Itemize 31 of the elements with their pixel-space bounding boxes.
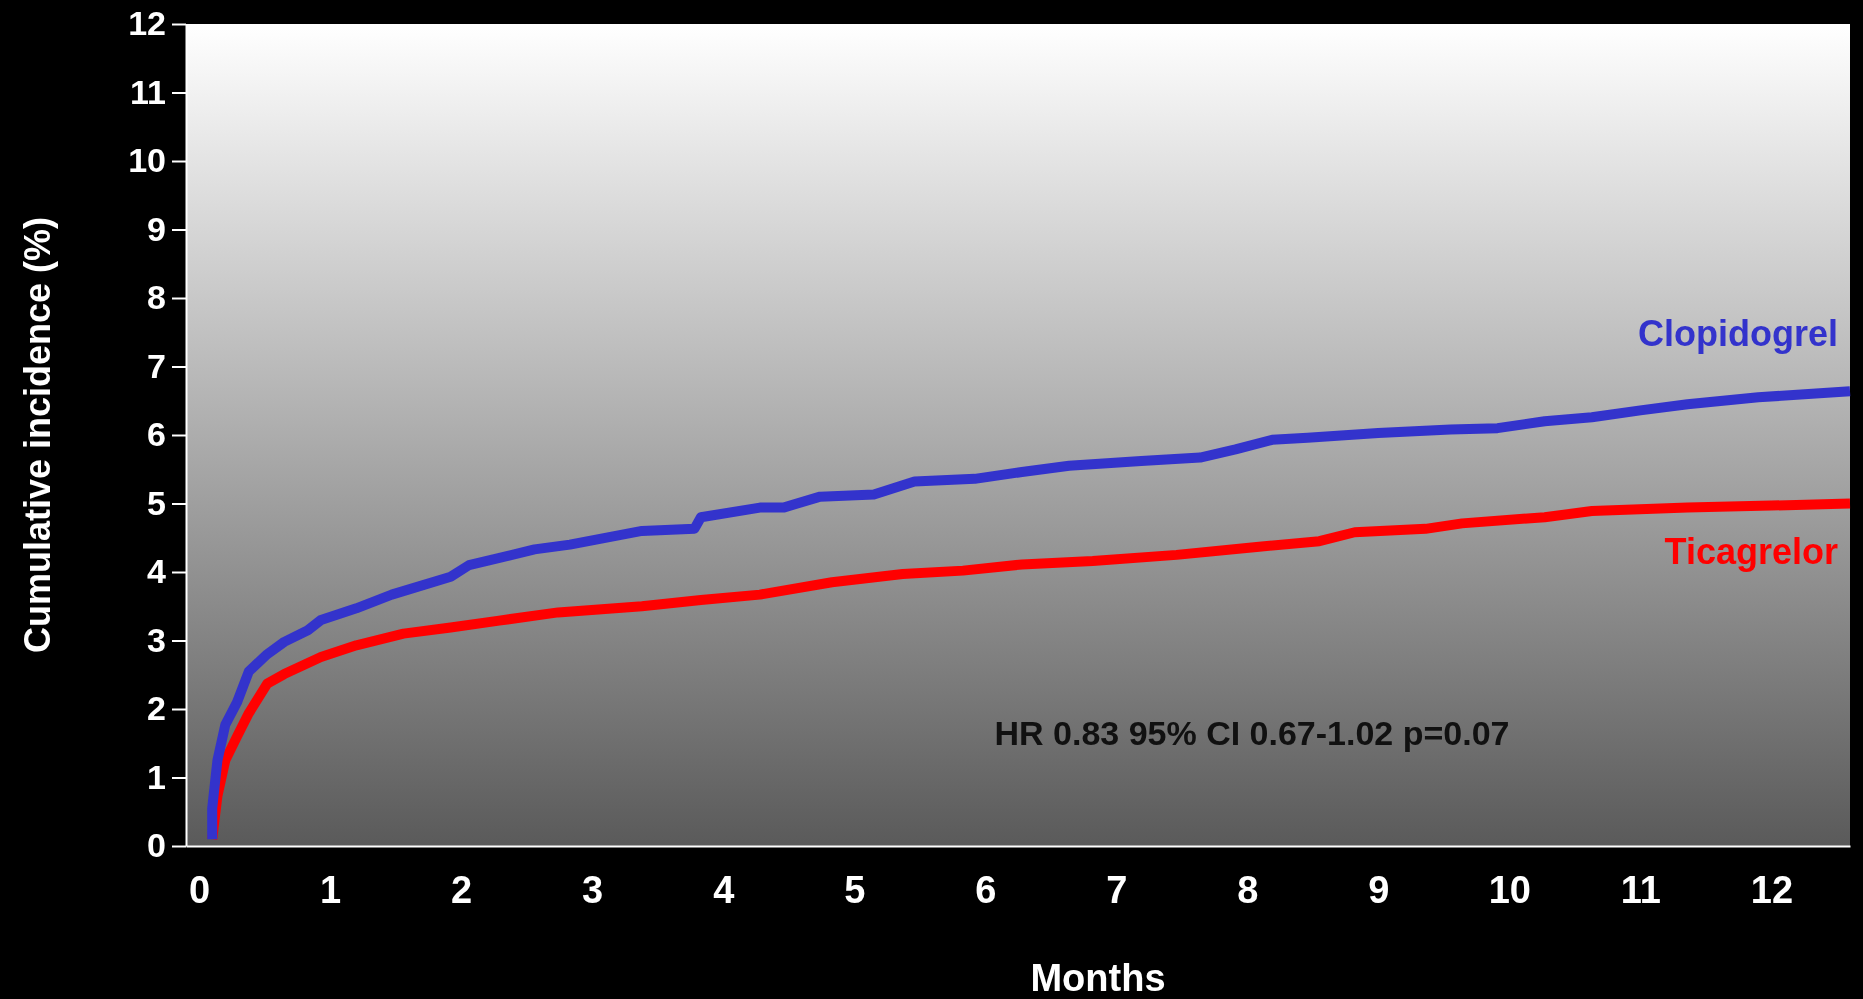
x-tick-label: 7: [1106, 868, 1128, 911]
x-tick-label: 11: [1620, 868, 1661, 911]
x-tick-label: 9: [1368, 868, 1390, 911]
y-tick-label: 6: [147, 415, 166, 454]
x-tick-label: 4: [713, 868, 735, 911]
y-tick-label: 3: [147, 620, 166, 659]
x-tick-label: 6: [975, 868, 997, 911]
y-tick-label: 10: [128, 141, 166, 180]
series-label: Clopidogrel: [1638, 313, 1838, 355]
x-tick-label: 10: [1488, 868, 1531, 911]
y-tick-label: 4: [147, 552, 167, 591]
y-tick-label: 1: [147, 757, 166, 796]
x-tick-label: 2: [451, 868, 473, 911]
series-label: Ticagrelor: [1664, 530, 1838, 572]
y-tick-label: 12: [128, 4, 166, 43]
x-tick-label: 0: [189, 868, 211, 911]
y-tick-label: 9: [147, 209, 166, 248]
x-tick-label: 8: [1237, 868, 1259, 911]
y-tick-label: 11: [130, 72, 166, 111]
x-tick-label: 12: [1750, 868, 1794, 911]
y-tick-label: 5: [147, 483, 166, 522]
x-axis-title: Months: [1030, 957, 1166, 999]
x-tick-label: 1: [320, 868, 342, 911]
y-axis-title: Cumulative incidence (%): [17, 216, 58, 654]
y-tick-label: 2: [147, 689, 166, 728]
x-tick-label: 5: [844, 868, 866, 911]
annotation: HR 0.83 95% CI 0.67-1.02 p=0.07: [994, 714, 1510, 752]
y-tick-label: 7: [147, 346, 166, 385]
y-tick-label: 8: [147, 278, 166, 317]
y-tick-label: 0: [147, 826, 166, 865]
x-tick-label: 3: [582, 868, 604, 911]
